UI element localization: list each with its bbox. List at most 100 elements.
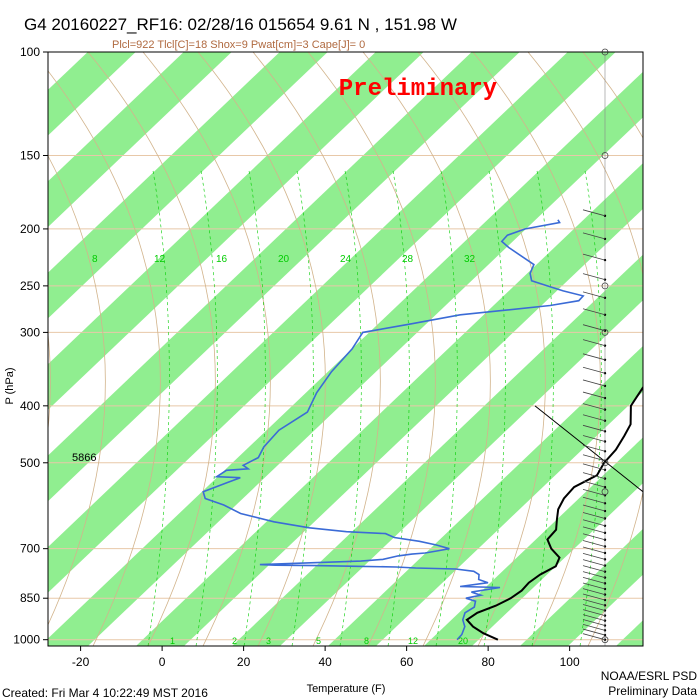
y-tick-label: 1000 xyxy=(13,633,40,647)
y-tick-label: 500 xyxy=(20,456,40,470)
dry-adiabat-layer xyxy=(48,52,643,646)
moist-adiabat-layer xyxy=(147,170,602,646)
wind-barb xyxy=(582,609,606,617)
mixing-ratio-label: 8 xyxy=(364,636,369,646)
y-axis-label: P (hPa) xyxy=(4,367,16,404)
wind-calm-circle xyxy=(601,152,609,159)
wind-barb xyxy=(582,463,606,471)
y-tick-label: 300 xyxy=(20,325,40,339)
mixing-ratio-label: 12 xyxy=(154,254,166,265)
moist-adiabat xyxy=(483,170,506,646)
y-tick-label: 700 xyxy=(20,542,40,556)
moist-adiabat xyxy=(435,170,458,646)
dry-adiabat xyxy=(362,52,491,646)
dry-adiabat xyxy=(197,52,326,646)
green-band xyxy=(48,52,232,227)
wind-barb xyxy=(582,324,606,332)
moist-adiabat xyxy=(243,170,266,646)
lower-mixing-ratio-labels: 1 2 3 5 8 12 20 xyxy=(170,636,468,646)
x-tick-label: 0 xyxy=(159,655,166,669)
footer-created: Created: Fri Mar 4 10:22:49 MST 2016 xyxy=(2,686,208,700)
y-tick-label: 150 xyxy=(20,148,40,162)
wind-barb xyxy=(582,546,606,554)
wind-barb xyxy=(582,623,606,631)
chart-subtitle: Plcl=922 Tlcl[C]=18 Shox=9 Pwat[cm]=3 Ca… xyxy=(112,39,365,51)
green-band xyxy=(0,52,40,646)
green-band-layer xyxy=(0,52,643,646)
wind-barb xyxy=(582,435,606,442)
wind-barb xyxy=(582,424,606,432)
y-tick-label: 250 xyxy=(20,279,40,293)
wind-barb xyxy=(582,571,606,578)
green-band xyxy=(48,71,643,646)
green-band xyxy=(520,528,643,646)
moist-adiabat xyxy=(339,170,362,646)
mixing-ratio-label: 24 xyxy=(340,254,352,265)
x-tick-label: 60 xyxy=(400,655,414,669)
dry-adiabat xyxy=(582,52,643,646)
wind-barb xyxy=(582,526,606,534)
wind-barb xyxy=(582,339,606,347)
wind-barb xyxy=(582,533,606,541)
y-tick-label: 850 xyxy=(20,591,40,605)
dry-adiabat xyxy=(48,155,106,626)
wind-barb xyxy=(582,614,606,622)
wind-barb xyxy=(582,540,606,547)
wind-calm-circle xyxy=(601,282,609,290)
x-axis-ticks: -20 0 20 40 60 80 100 xyxy=(72,646,580,669)
green-band xyxy=(232,254,643,646)
moist-adiabat xyxy=(387,170,410,646)
wind-barb xyxy=(582,379,606,387)
y-tick-label: 400 xyxy=(20,399,40,413)
mixing-ratio-label: 1 xyxy=(170,636,175,646)
height-annotation: 5866 xyxy=(72,452,96,464)
wind-barb xyxy=(582,403,606,411)
footer-preliminary: Preliminary Data xyxy=(608,684,697,698)
isobar-grid-layer xyxy=(48,52,643,641)
mixing-ratio-label: 32 xyxy=(464,254,476,265)
dry-adiabat xyxy=(142,52,271,646)
x-tick-label: 80 xyxy=(481,655,495,669)
wind-barb xyxy=(582,353,606,361)
x-tick-label: 40 xyxy=(318,655,332,669)
wind-barb xyxy=(582,444,606,452)
y-axis-ticks: 100 150 200 250 300 400 500 700 850 1000 xyxy=(13,45,48,647)
wind-barb xyxy=(582,512,606,519)
x-axis-label: Temperature (F) xyxy=(307,683,386,695)
wind-barb xyxy=(582,628,606,636)
wind-calm-circle xyxy=(601,459,609,467)
wind-profile xyxy=(534,48,644,646)
wind-barb xyxy=(582,588,606,595)
moist-adiabat xyxy=(291,170,314,646)
wind-barb xyxy=(582,496,606,504)
plot-area: 8 12 16 20 24 28 32 1 2 3 5 8 12 20 xyxy=(0,52,643,646)
wind-barb xyxy=(582,454,606,462)
wind-barb xyxy=(582,366,606,374)
green-band xyxy=(48,52,136,136)
mixing-ratio-label: 20 xyxy=(458,636,468,646)
wind-barb xyxy=(582,414,606,422)
x-tick-label: -20 xyxy=(72,655,90,669)
wind-barb xyxy=(582,253,606,261)
wind-barb xyxy=(582,619,606,626)
mixing-ratio-labels: 8 12 16 20 24 28 32 xyxy=(92,254,476,265)
dry-adiabat xyxy=(472,52,601,646)
wind-calm-circle xyxy=(601,636,609,644)
x-tick-label: 20 xyxy=(237,655,251,669)
wind-barb xyxy=(582,576,606,584)
y-tick-label: 200 xyxy=(20,222,40,236)
green-band xyxy=(48,52,616,593)
x-tick-label: 100 xyxy=(560,655,580,669)
wind-barb xyxy=(582,559,606,566)
dry-adiabat xyxy=(252,52,381,646)
wind-barb xyxy=(582,232,606,240)
wind-barb xyxy=(582,552,606,560)
green-band xyxy=(48,52,424,410)
mixing-ratio-label: 2 xyxy=(232,636,237,646)
preliminary-watermark: Preliminary xyxy=(339,76,497,103)
y-tick-label: 100 xyxy=(20,45,40,59)
wind-barb xyxy=(582,519,606,527)
dry-adiabat xyxy=(48,70,161,646)
mixing-ratio-label: 12 xyxy=(408,636,418,646)
